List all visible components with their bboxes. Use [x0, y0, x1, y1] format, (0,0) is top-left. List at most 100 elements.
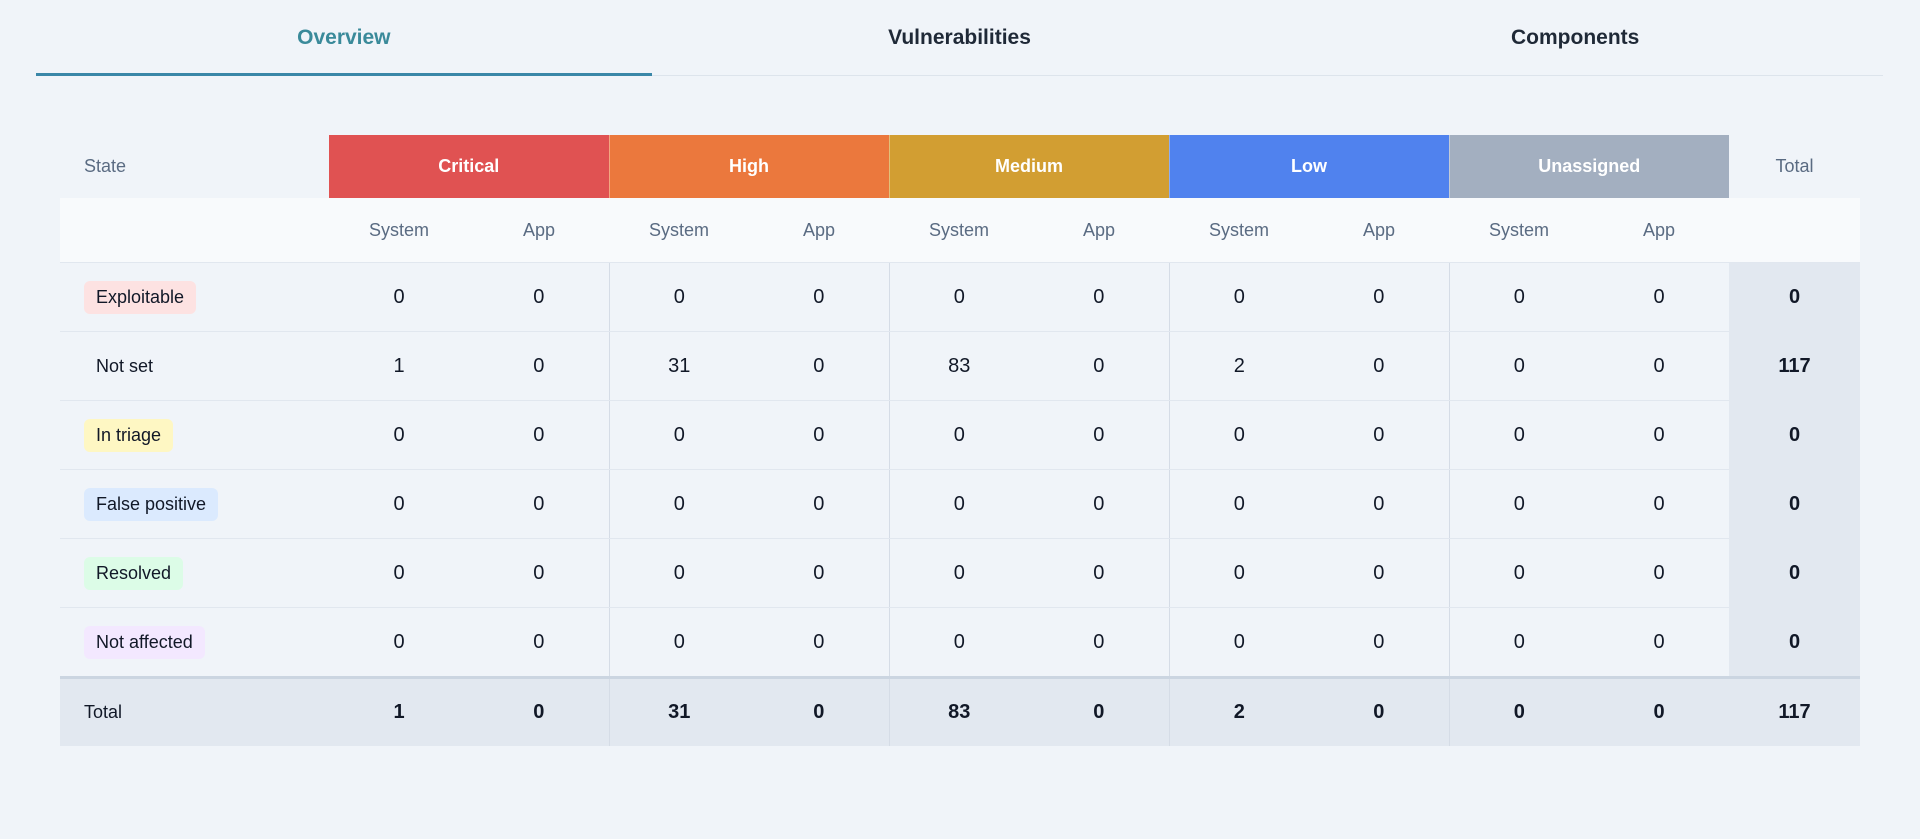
- count-cell-low-system: 0: [1168, 262, 1310, 332]
- count-cell-critical-system: 0: [329, 538, 469, 608]
- count-cell-high-system: 0: [608, 400, 749, 470]
- count-cell-medium-system: 83: [888, 331, 1029, 401]
- count-cell-high-app: 0: [749, 262, 889, 332]
- count-cell-critical-app: 0: [469, 469, 609, 539]
- count-cell-high-system: 0: [608, 262, 749, 332]
- state-cell: Resolved: [60, 538, 329, 608]
- count-cell-critical-system: 0: [329, 607, 469, 678]
- count-cell-unassigned-system: 0: [1448, 400, 1590, 470]
- count-cell-low-system: 2: [1168, 331, 1310, 401]
- count-cell-low-system: 0: [1168, 400, 1310, 470]
- severity-header-medium: Medium: [888, 135, 1170, 198]
- count-cell-low-app: 0: [1309, 262, 1450, 332]
- state-cell: In triage: [60, 400, 329, 470]
- count-cell-unassigned-system: 0: [1448, 607, 1590, 678]
- total-cell-high-system: 31: [608, 676, 749, 746]
- total-cell-unassigned-app: 0: [1589, 676, 1730, 746]
- total-column-header: Total: [1775, 156, 1814, 176]
- tab-bar: Overview Vulnerabilities Components: [36, 0, 1883, 76]
- count-cell-medium-app: 0: [1029, 538, 1170, 608]
- total-cell-critical-system: 1: [329, 676, 469, 746]
- state-badge: Exploitable: [84, 280, 197, 314]
- count-cell-medium-app: 0: [1029, 607, 1170, 678]
- totals-row-label: Total: [60, 676, 329, 746]
- count-cell-high-system: 31: [608, 331, 749, 401]
- total-cell-medium-app: 0: [1029, 676, 1170, 746]
- count-cell-low-system: 0: [1168, 607, 1310, 678]
- count-cell-medium-app: 0: [1029, 331, 1170, 401]
- count-cell-medium-system: 0: [888, 538, 1029, 608]
- count-cell-unassigned-app: 0: [1589, 400, 1730, 470]
- count-cell-high-app: 0: [749, 469, 889, 539]
- subheader-high-system: System: [609, 198, 749, 263]
- count-cell-critical-app: 0: [469, 262, 609, 332]
- state-badge: False positive: [84, 487, 219, 521]
- count-cell-critical-app: 0: [469, 331, 609, 401]
- subheader-critical-system: System: [329, 198, 469, 263]
- count-cell-high-app: 0: [749, 607, 889, 678]
- state-cell: False positive: [60, 469, 329, 539]
- row-total-cell: 0: [1729, 538, 1861, 608]
- count-cell-low-app: 0: [1309, 538, 1450, 608]
- total-cell-low-system: 2: [1168, 676, 1310, 746]
- row-total-cell: 0: [1729, 262, 1861, 332]
- state-badge: Resolved: [84, 556, 184, 590]
- count-cell-critical-app: 0: [469, 538, 609, 608]
- count-cell-critical-app: 0: [469, 607, 609, 678]
- count-cell-low-system: 0: [1168, 469, 1310, 539]
- subheader-high-app: App: [749, 198, 889, 263]
- grand-total-cell: 117: [1729, 676, 1861, 746]
- table-row: Not affected 0 0 0 0 0 0 0 0 0 0 0: [60, 607, 1861, 678]
- totals-row: Total 1 0 31 0 83 0 2 0 0 0 117: [60, 676, 1861, 746]
- subheader-critical-app: App: [469, 198, 609, 263]
- subheader-medium-app: App: [1029, 198, 1170, 263]
- count-cell-unassigned-app: 0: [1589, 538, 1730, 608]
- subheader-total-blank: [1729, 198, 1861, 263]
- row-total-cell: 117: [1729, 331, 1861, 401]
- count-cell-unassigned-system: 0: [1448, 538, 1590, 608]
- severity-state-table: State Critical High Medium Low Unassigne…: [60, 135, 1861, 746]
- count-cell-critical-app: 0: [469, 400, 609, 470]
- count-cell-low-app: 0: [1309, 607, 1450, 678]
- state-badge: In triage: [84, 418, 174, 452]
- table-row: Not set 1 0 31 0 83 0 2 0 0 0 117: [60, 331, 1861, 401]
- tab-vulnerabilities[interactable]: Vulnerabilities: [888, 25, 1031, 49]
- total-cell-critical-app: 0: [469, 676, 609, 746]
- count-cell-high-system: 0: [608, 538, 749, 608]
- subheader-medium-system: System: [889, 198, 1029, 263]
- count-cell-high-app: 0: [749, 400, 889, 470]
- count-cell-medium-system: 0: [888, 400, 1029, 470]
- count-cell-unassigned-system: 0: [1448, 262, 1590, 332]
- row-total-cell: 0: [1729, 400, 1861, 470]
- count-cell-unassigned-app: 0: [1589, 607, 1730, 678]
- count-cell-low-app: 0: [1309, 400, 1450, 470]
- count-cell-critical-system: 1: [329, 331, 469, 401]
- tab-components[interactable]: Components: [1511, 25, 1640, 49]
- count-cell-unassigned-app: 0: [1589, 331, 1730, 401]
- total-cell-high-app: 0: [749, 676, 889, 746]
- severity-header-low: Low: [1168, 135, 1450, 198]
- subheader-blank-cell: [60, 198, 329, 263]
- count-cell-medium-system: 0: [888, 469, 1029, 539]
- count-cell-critical-system: 0: [329, 262, 469, 332]
- severity-header-unassigned: Unassigned: [1448, 135, 1730, 198]
- tab-overview[interactable]: Overview: [36, 0, 652, 76]
- subheader-low-system: System: [1169, 198, 1310, 263]
- count-cell-medium-system: 0: [888, 607, 1029, 678]
- count-cell-medium-system: 0: [888, 262, 1029, 332]
- count-cell-low-app: 0: [1309, 469, 1450, 539]
- row-total-cell: 0: [1729, 469, 1861, 539]
- row-total-cell: 0: [1729, 607, 1861, 678]
- count-cell-unassigned-system: 0: [1448, 331, 1590, 401]
- severity-header-high: High: [608, 135, 889, 198]
- table-row: Exploitable 0 0 0 0 0 0 0 0 0 0 0: [60, 262, 1861, 332]
- count-cell-unassigned-app: 0: [1589, 469, 1730, 539]
- total-cell-unassigned-system: 0: [1448, 676, 1590, 746]
- count-cell-medium-app: 0: [1029, 469, 1170, 539]
- total-cell-low-app: 0: [1309, 676, 1450, 746]
- count-cell-critical-system: 0: [329, 469, 469, 539]
- count-cell-medium-app: 0: [1029, 400, 1170, 470]
- subheader-unassigned-app: App: [1589, 198, 1730, 263]
- table-row: Resolved 0 0 0 0 0 0 0 0 0 0 0: [60, 538, 1861, 608]
